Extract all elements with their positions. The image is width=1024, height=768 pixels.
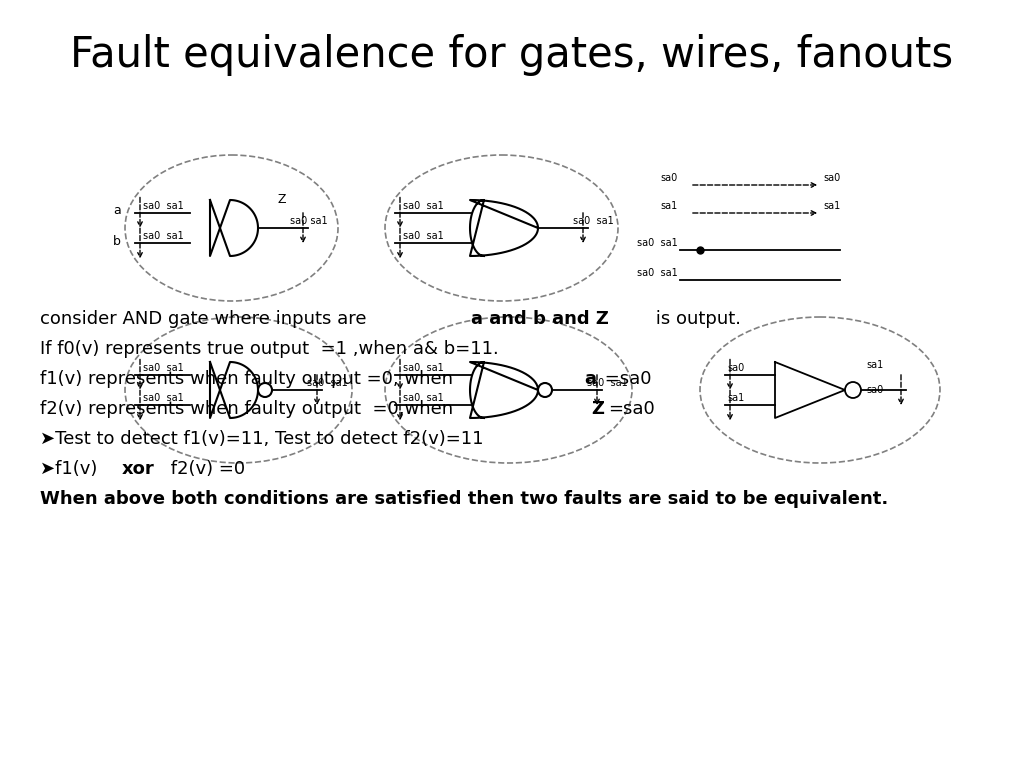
Text: f1(v) represents when faulty output =0, when: f1(v) represents when faulty output =0, …	[40, 370, 459, 388]
Text: sa1: sa1	[823, 201, 841, 211]
Text: sa1: sa1	[866, 360, 884, 370]
Text: f2(v) =0: f2(v) =0	[165, 460, 245, 478]
Text: sa0  sa1: sa0 sa1	[637, 268, 678, 278]
Text: a: a	[584, 370, 596, 388]
Text: sa0  sa1: sa0 sa1	[637, 238, 678, 248]
Text: sa0  sa1: sa0 sa1	[573, 216, 613, 226]
Text: =sa0: =sa0	[608, 400, 655, 418]
Text: sa0  sa1: sa0 sa1	[403, 231, 443, 241]
Text: sa0  sa1: sa0 sa1	[143, 231, 183, 241]
Text: ➤Test to detect f1(v)=11, Test to detect f2(v)=11: ➤Test to detect f1(v)=11, Test to detect…	[40, 430, 483, 448]
Circle shape	[845, 382, 861, 398]
Text: sa0  sa1: sa0 sa1	[403, 200, 443, 210]
Text: sa0: sa0	[660, 173, 678, 183]
Text: sa0  sa1: sa0 sa1	[403, 393, 443, 403]
Text: is output.: is output.	[650, 310, 741, 328]
Polygon shape	[775, 362, 845, 418]
Text: sa0: sa0	[823, 173, 841, 183]
Circle shape	[258, 383, 272, 397]
Text: When above both conditions are satisfied then two faults are said to be equivale: When above both conditions are satisfied…	[40, 490, 888, 508]
Text: sa0  sa1: sa0 sa1	[587, 378, 628, 388]
Circle shape	[538, 383, 552, 397]
Text: Z: Z	[278, 193, 287, 206]
Text: =sa0: =sa0	[599, 370, 652, 388]
Polygon shape	[470, 362, 538, 418]
Text: sa1: sa1	[660, 201, 678, 211]
Text: sa0  sa1: sa0 sa1	[307, 378, 348, 388]
Text: f2(v) represents when faulty output  =0,when: f2(v) represents when faulty output =0,w…	[40, 400, 465, 418]
Text: sa1: sa1	[727, 393, 744, 403]
Text: sa0: sa0	[866, 385, 884, 395]
Text: sa0  sa1: sa0 sa1	[403, 362, 443, 372]
Text: Fault equivalence for gates, wires, fanouts: Fault equivalence for gates, wires, fano…	[71, 34, 953, 76]
Polygon shape	[210, 362, 258, 418]
Text: Z: Z	[592, 400, 604, 418]
Text: sa0  sa1: sa0 sa1	[143, 362, 183, 372]
Text: a and b and Z: a and b and Z	[471, 310, 609, 328]
Text: ➤f1(v): ➤f1(v)	[40, 460, 103, 478]
Text: sa0: sa0	[727, 362, 744, 372]
Polygon shape	[210, 200, 258, 256]
Text: sa0  sa1: sa0 sa1	[143, 200, 183, 210]
Text: sa0 sa1: sa0 sa1	[290, 216, 328, 226]
Text: If f0(v) represents true output  =1 ,when a& b=11.: If f0(v) represents true output =1 ,when…	[40, 340, 499, 358]
Text: consider AND gate where inputs are: consider AND gate where inputs are	[40, 310, 373, 328]
Text: a: a	[113, 204, 121, 217]
Polygon shape	[470, 200, 538, 256]
Text: sa0  sa1: sa0 sa1	[143, 393, 183, 403]
Text: xor: xor	[122, 460, 155, 478]
Text: b: b	[113, 235, 121, 248]
